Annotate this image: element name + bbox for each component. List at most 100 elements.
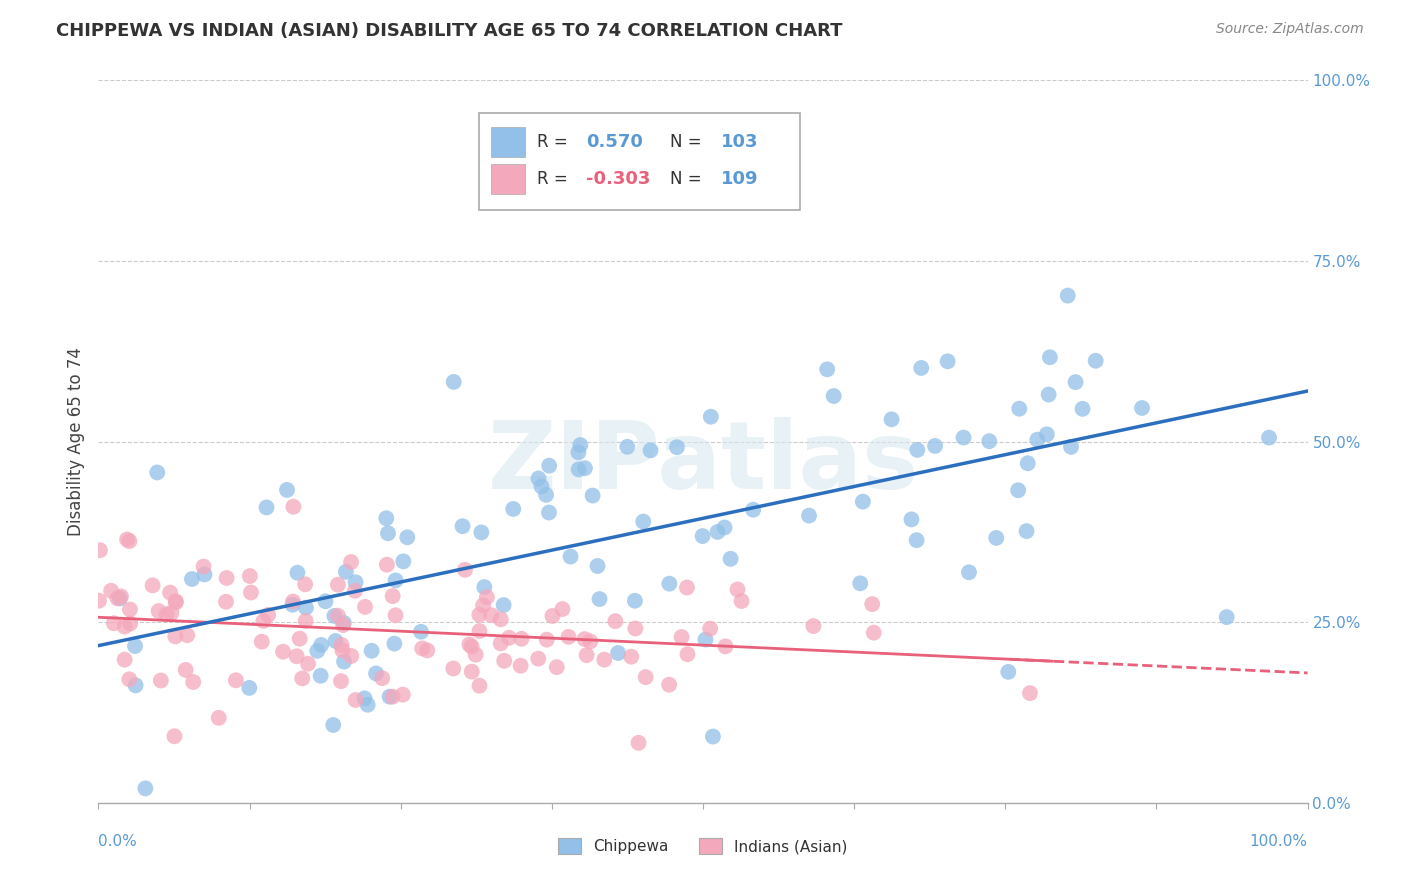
Point xyxy=(309,669,332,683)
Point xyxy=(193,567,215,582)
Point xyxy=(797,508,820,523)
Point xyxy=(120,616,142,631)
Point xyxy=(118,673,141,687)
Point xyxy=(160,606,183,620)
Point xyxy=(330,638,353,652)
FancyBboxPatch shape xyxy=(479,112,800,211)
Point xyxy=(326,608,349,623)
Point xyxy=(1215,610,1237,624)
Text: CHIPPEWA VS INDIAN (ASIAN) DISABILITY AGE 65 TO 74 CORRELATION CHART: CHIPPEWA VS INDIAN (ASIAN) DISABILITY AG… xyxy=(56,22,842,40)
Text: 0.570: 0.570 xyxy=(586,133,643,151)
Text: ZIPatlas: ZIPatlas xyxy=(488,417,918,509)
Point xyxy=(193,559,215,574)
Point xyxy=(605,614,627,628)
Point xyxy=(257,607,280,622)
Point xyxy=(494,654,516,668)
Point xyxy=(181,675,204,690)
Point xyxy=(340,555,363,569)
Text: 100.0%: 100.0% xyxy=(1250,834,1308,849)
Point xyxy=(115,533,138,547)
Point xyxy=(860,597,883,611)
Point xyxy=(1071,401,1094,416)
Point xyxy=(671,630,693,644)
Point xyxy=(546,660,568,674)
Point xyxy=(315,594,337,608)
Point xyxy=(124,639,146,653)
Point xyxy=(291,671,314,685)
Point xyxy=(460,640,482,654)
Point xyxy=(176,628,198,642)
Point xyxy=(579,634,602,648)
Point xyxy=(568,462,591,476)
Point xyxy=(706,524,728,539)
Point xyxy=(634,670,657,684)
Point xyxy=(114,620,136,634)
Point xyxy=(633,515,655,529)
Point xyxy=(624,593,647,607)
Point xyxy=(344,575,367,590)
Point xyxy=(714,640,737,654)
Point xyxy=(627,736,650,750)
Point xyxy=(375,558,398,572)
Point xyxy=(593,653,616,667)
Point xyxy=(149,673,172,688)
Point xyxy=(1008,401,1031,416)
Point xyxy=(454,563,477,577)
Point xyxy=(569,438,592,452)
Point xyxy=(458,637,481,651)
Point xyxy=(489,612,512,626)
Point xyxy=(586,559,609,574)
Point xyxy=(489,636,512,650)
Point xyxy=(416,643,439,657)
Point xyxy=(534,488,557,502)
Point xyxy=(1258,431,1281,445)
Point xyxy=(443,375,465,389)
Point xyxy=(332,618,354,632)
Point xyxy=(997,665,1019,679)
Point xyxy=(391,688,413,702)
Point xyxy=(142,578,165,592)
Point xyxy=(1036,427,1059,442)
Point xyxy=(148,604,170,618)
Point xyxy=(852,494,875,508)
Point xyxy=(510,632,533,646)
Point xyxy=(936,354,959,368)
Point xyxy=(281,598,304,612)
Point xyxy=(742,502,765,516)
Point xyxy=(699,622,721,636)
Point xyxy=(330,674,353,689)
Text: N =: N = xyxy=(671,170,707,188)
Point xyxy=(294,614,316,628)
Point xyxy=(354,599,377,614)
Point xyxy=(356,698,378,712)
Point xyxy=(527,471,550,485)
Point xyxy=(509,658,531,673)
Point xyxy=(658,678,681,692)
Point xyxy=(271,645,294,659)
Point xyxy=(536,632,558,647)
Point xyxy=(332,643,354,657)
Point xyxy=(256,500,278,515)
Point xyxy=(411,641,433,656)
Text: R =: R = xyxy=(537,133,574,151)
Point xyxy=(333,655,356,669)
Point xyxy=(1130,401,1153,415)
Point xyxy=(208,711,231,725)
Point xyxy=(620,649,643,664)
Point xyxy=(165,594,187,608)
Point xyxy=(134,781,156,796)
Point xyxy=(616,440,638,454)
Point xyxy=(89,543,111,558)
Point xyxy=(1015,524,1038,538)
Point xyxy=(165,595,187,609)
Text: R =: R = xyxy=(537,170,574,188)
Point xyxy=(326,577,349,591)
Text: Source: ZipAtlas.com: Source: ZipAtlas.com xyxy=(1216,22,1364,37)
Point xyxy=(537,506,560,520)
Text: N =: N = xyxy=(671,133,707,151)
Point xyxy=(479,608,502,623)
Point xyxy=(1007,483,1029,498)
Point xyxy=(527,651,550,665)
Point xyxy=(979,434,1001,449)
Point xyxy=(957,566,980,580)
